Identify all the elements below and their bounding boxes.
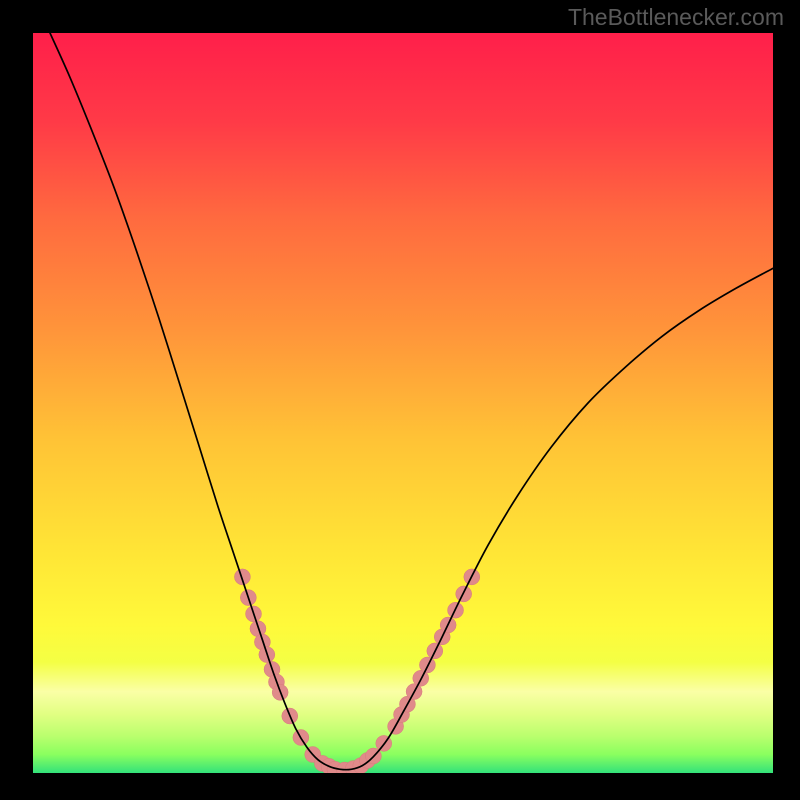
watermark-text: TheBottlenecker.com bbox=[568, 4, 784, 31]
gradient-background bbox=[33, 33, 773, 773]
v-curve-chart bbox=[33, 33, 773, 773]
chart-stage: TheBottlenecker.com bbox=[0, 0, 800, 800]
